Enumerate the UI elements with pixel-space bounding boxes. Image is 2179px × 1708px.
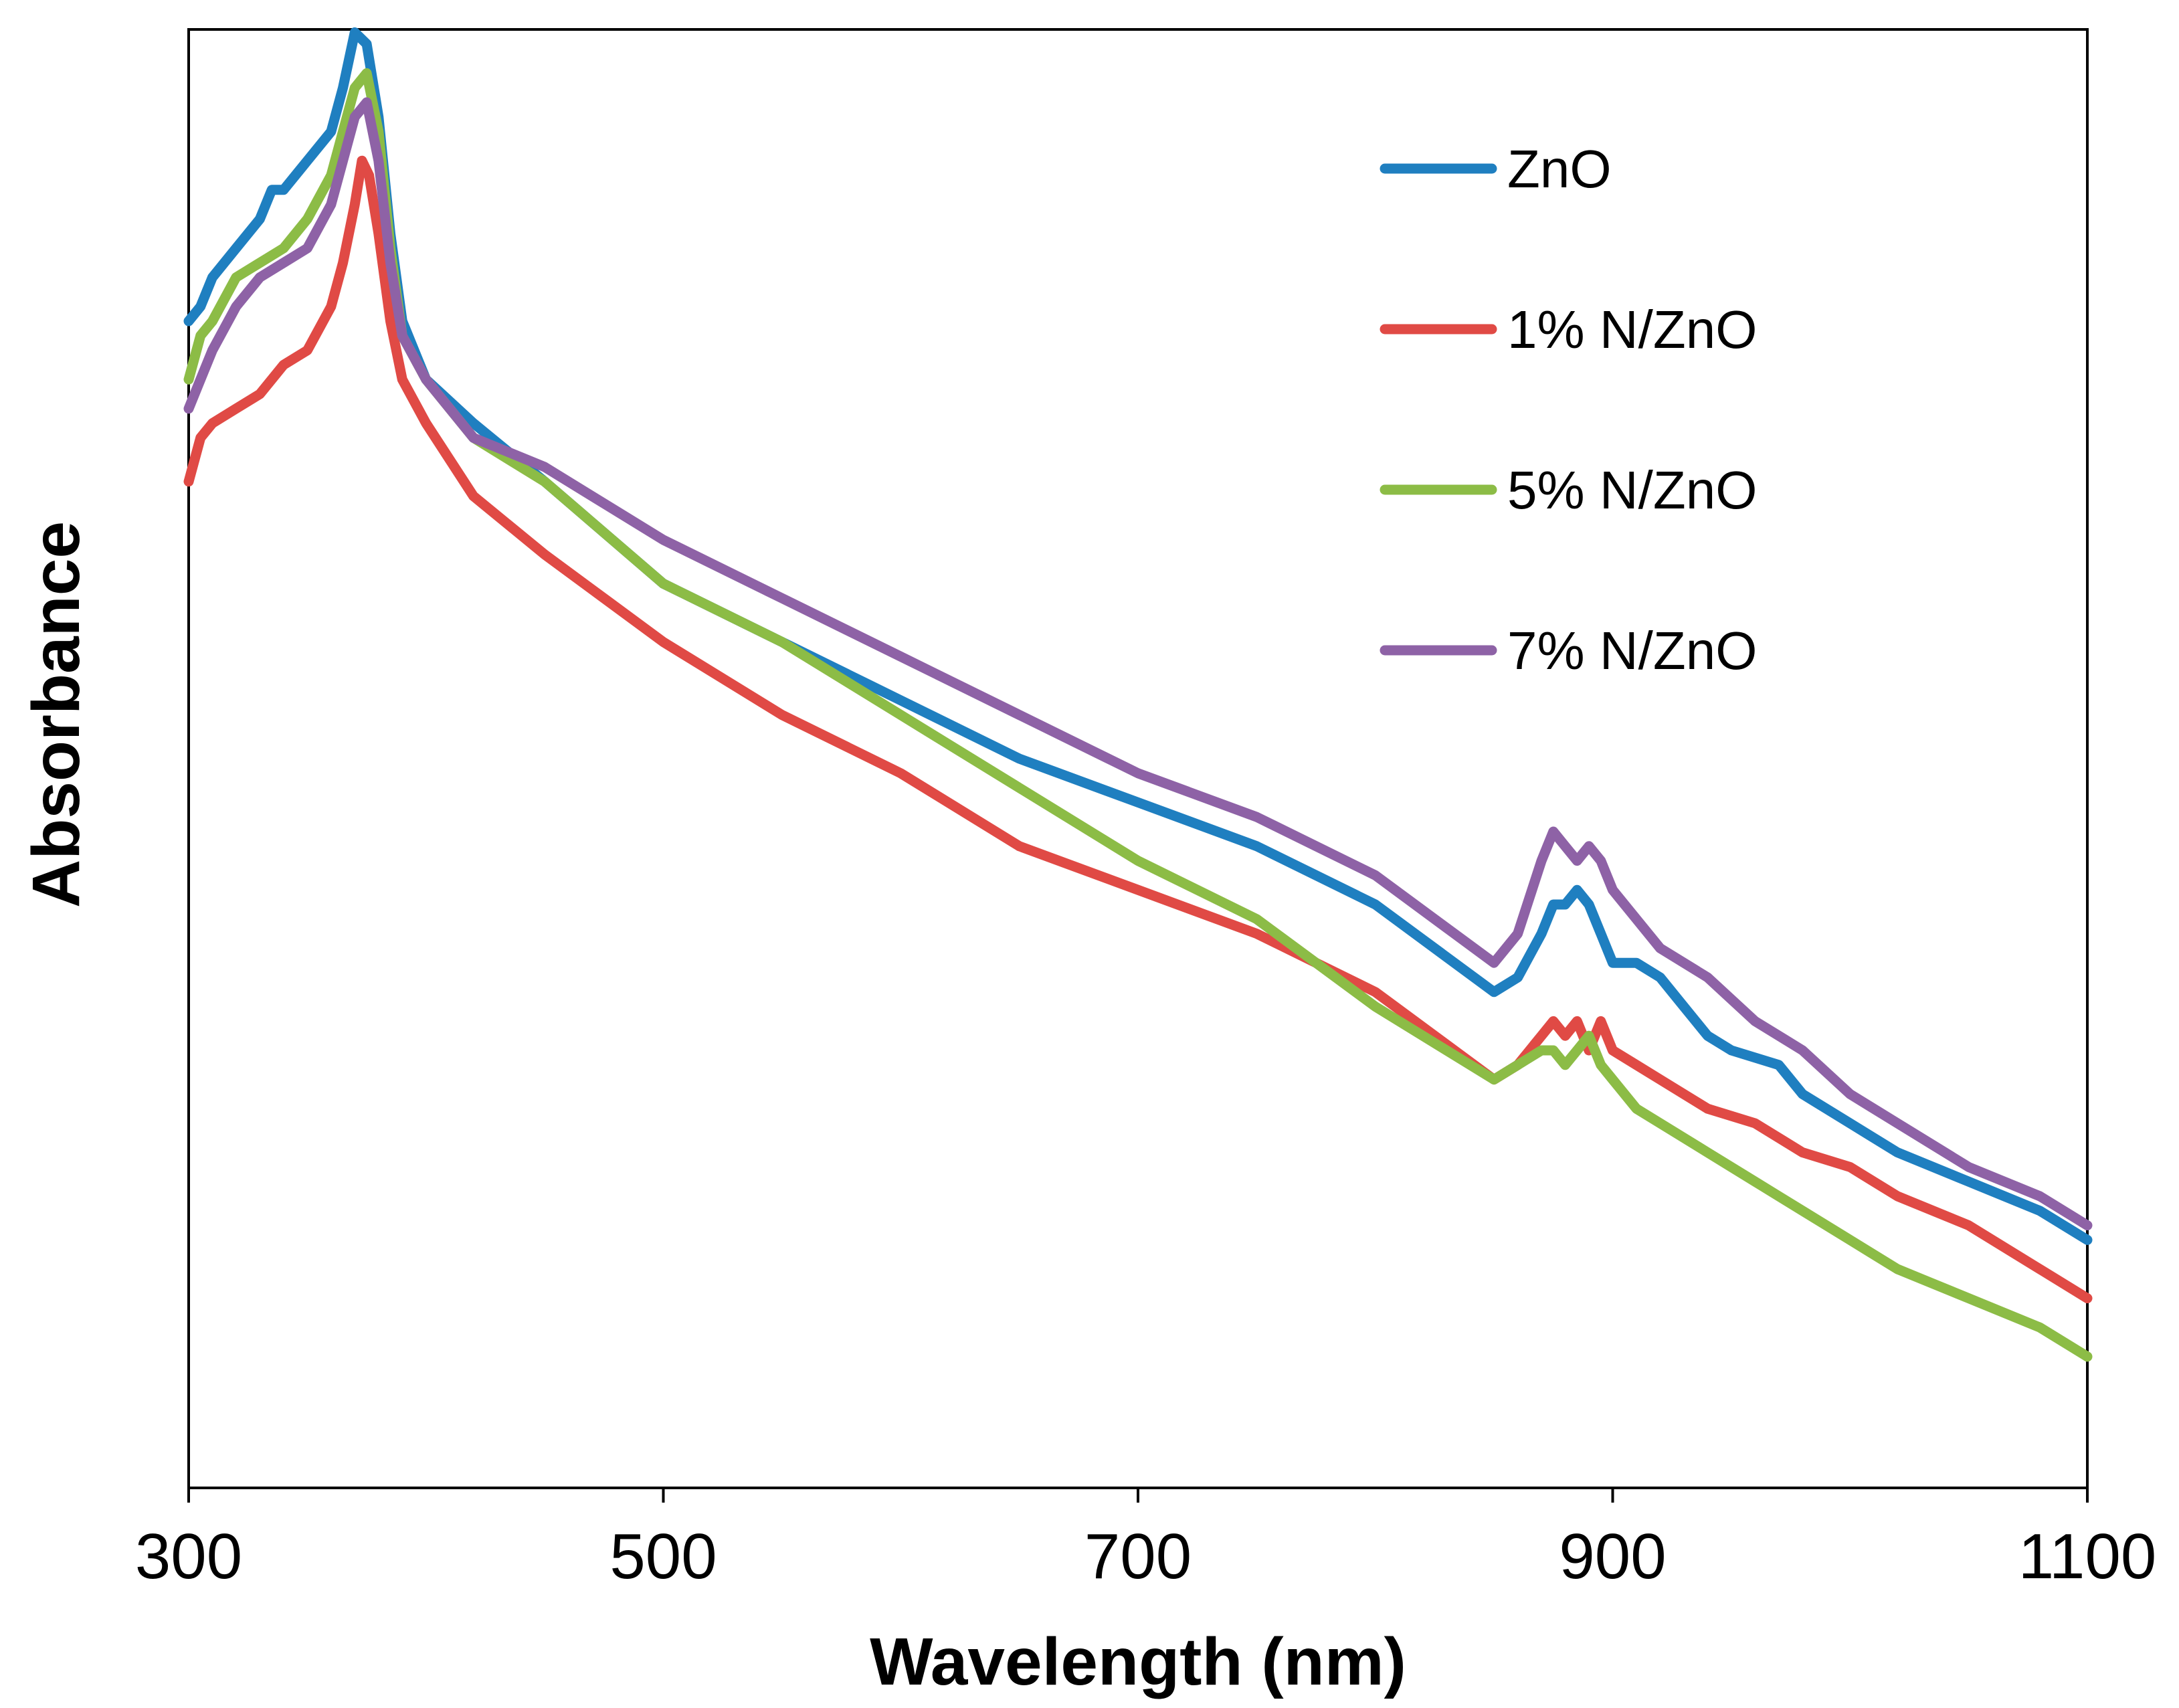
legend: ZnO 1% N/ZnO 5% N/ZnO 7% N/ZnO [1380, 139, 1757, 680]
legend-label-5-n-zno: 5% N/ZnO [1507, 460, 1757, 520]
y-axis-title: Absorbance [19, 521, 94, 908]
legend-label-7-n-zno: 7% N/ZnO [1507, 621, 1757, 680]
x-tick-label: 900 [1559, 1521, 1666, 1592]
x-axis-title: Wavelength (nm) [870, 1624, 1406, 1699]
legend-label-zno: ZnO [1507, 139, 1612, 199]
series-line-1-n-zno [183, 155, 2093, 1304]
series-line-7-n-zno [183, 97, 2093, 1231]
x-tick-label: 700 [1084, 1521, 1192, 1592]
series-layer [183, 27, 2093, 1362]
x-tick-label: 500 [609, 1521, 717, 1592]
series-line-5-n-zno [183, 68, 2093, 1362]
series-line-zno [183, 27, 2093, 1245]
x-tick-label: 1100 [2018, 1521, 2156, 1592]
x-tick-label: 300 [135, 1521, 242, 1592]
x-axis-ticks: 300 500 700 900 1100 [135, 1488, 2156, 1592]
legend-label-1-n-zno: 1% N/ZnO [1507, 300, 1757, 359]
